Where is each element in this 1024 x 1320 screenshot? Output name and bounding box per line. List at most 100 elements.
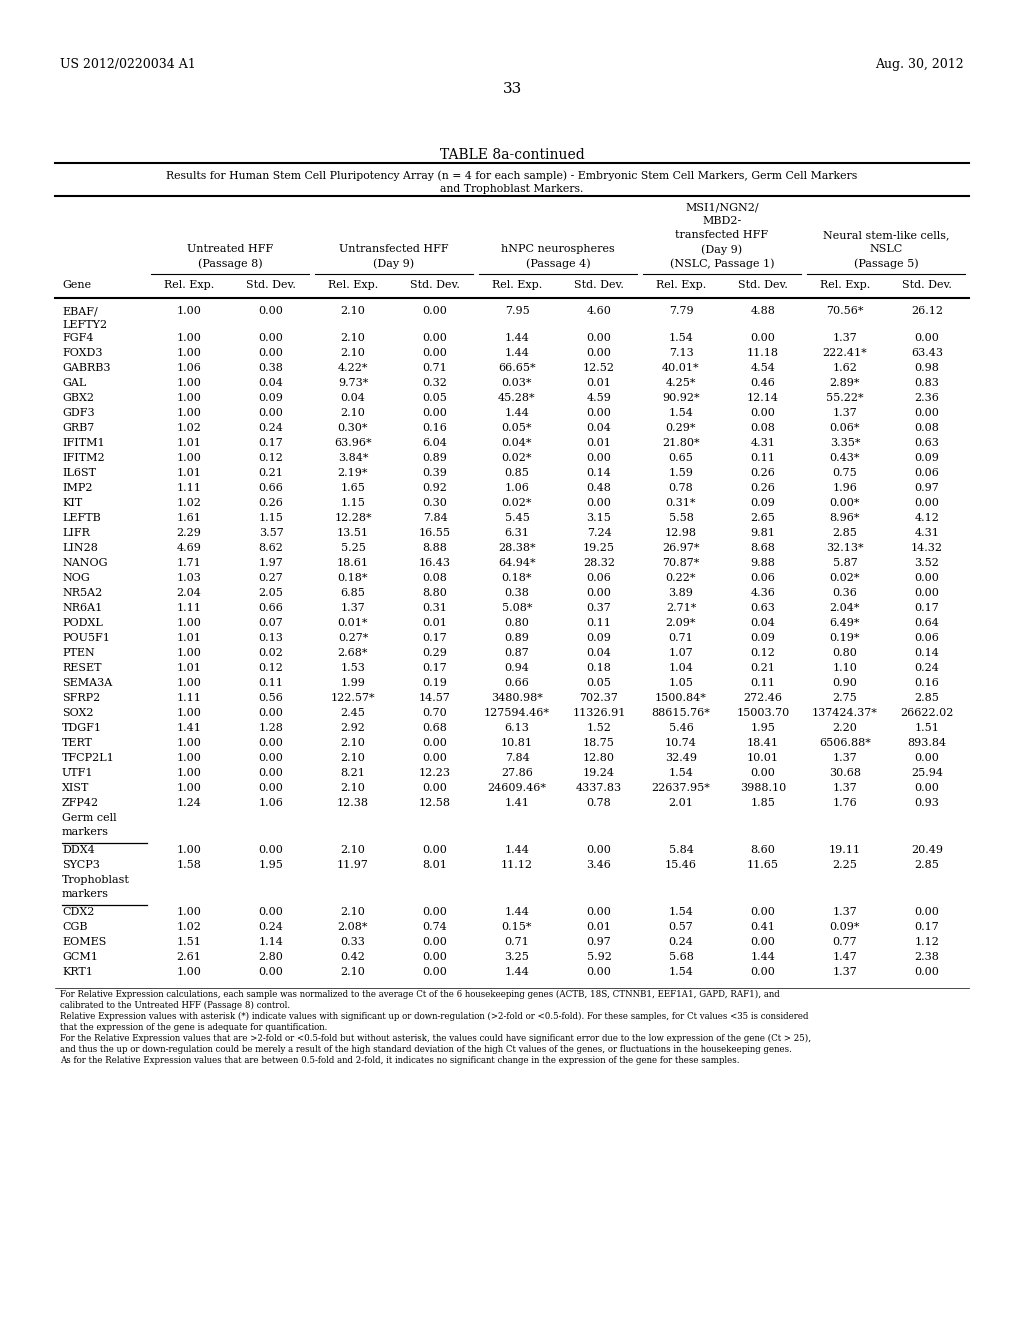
Text: 1.00: 1.00: [176, 907, 202, 917]
Text: (NSLC, Passage 1): (NSLC, Passage 1): [670, 257, 774, 268]
Text: 15003.70: 15003.70: [736, 708, 790, 718]
Text: (Passage 4): (Passage 4): [525, 257, 590, 268]
Text: 1.00: 1.00: [176, 968, 202, 977]
Text: 0.90: 0.90: [833, 678, 857, 688]
Text: 2.68*: 2.68*: [338, 648, 369, 657]
Text: 0.02*: 0.02*: [502, 453, 532, 463]
Text: 0.06: 0.06: [914, 469, 939, 478]
Text: 2.29: 2.29: [176, 528, 202, 539]
Text: 1.00: 1.00: [176, 306, 202, 315]
Text: 0.15*: 0.15*: [502, 921, 532, 932]
Text: Untransfected HFF: Untransfected HFF: [339, 244, 449, 253]
Text: 0.13: 0.13: [259, 634, 284, 643]
Text: 0.38: 0.38: [505, 587, 529, 598]
Text: 0.00: 0.00: [914, 408, 939, 418]
Text: 22637.95*: 22637.95*: [651, 783, 711, 793]
Text: 3480.98*: 3480.98*: [492, 693, 543, 704]
Text: 0.01*: 0.01*: [338, 618, 369, 628]
Text: 33: 33: [503, 82, 521, 96]
Text: 1.07: 1.07: [669, 648, 693, 657]
Text: 0.00: 0.00: [259, 408, 284, 418]
Text: 0.00: 0.00: [259, 907, 284, 917]
Text: 0.02*: 0.02*: [829, 573, 860, 583]
Text: 1.76: 1.76: [833, 799, 857, 808]
Text: 19.11: 19.11: [829, 845, 861, 855]
Text: 28.38*: 28.38*: [499, 543, 536, 553]
Text: 5.58: 5.58: [669, 513, 693, 523]
Text: 2.85: 2.85: [914, 693, 939, 704]
Text: TABLE 8a-continued: TABLE 8a-continued: [439, 148, 585, 162]
Text: 3.57: 3.57: [259, 528, 284, 539]
Text: 0.16: 0.16: [423, 422, 447, 433]
Text: 7.79: 7.79: [669, 306, 693, 315]
Text: 1.54: 1.54: [669, 333, 693, 343]
Text: Rel. Exp.: Rel. Exp.: [656, 280, 707, 290]
Text: KIT: KIT: [62, 498, 82, 508]
Text: UTF1: UTF1: [62, 768, 93, 777]
Text: Relative Expression values with asterisk (*) indicate values with significant up: Relative Expression values with asterisk…: [60, 1012, 809, 1022]
Text: DDX4: DDX4: [62, 845, 95, 855]
Text: GAL: GAL: [62, 378, 86, 388]
Text: 0.92: 0.92: [423, 483, 447, 492]
Text: 0.80: 0.80: [833, 648, 857, 657]
Text: 0.06: 0.06: [587, 573, 611, 583]
Text: 0.08: 0.08: [914, 422, 939, 433]
Text: 1.47: 1.47: [833, 952, 857, 962]
Text: 2.08*: 2.08*: [338, 921, 369, 932]
Text: 5.46: 5.46: [669, 723, 693, 733]
Text: 1.44: 1.44: [505, 968, 529, 977]
Text: NSLC: NSLC: [869, 244, 902, 253]
Text: 0.31: 0.31: [423, 603, 447, 612]
Text: 6.49*: 6.49*: [829, 618, 860, 628]
Text: 3.89: 3.89: [669, 587, 693, 598]
Text: 1.00: 1.00: [176, 393, 202, 403]
Text: 0.00: 0.00: [423, 783, 447, 793]
Text: 32.13*: 32.13*: [826, 543, 864, 553]
Text: IFITM1: IFITM1: [62, 438, 104, 447]
Text: 2.65: 2.65: [751, 513, 775, 523]
Text: Results for Human Stem Cell Pluripotency Array (n = 4 for each sample) - Embryon: Results for Human Stem Cell Pluripotency…: [166, 170, 858, 181]
Text: 1.01: 1.01: [176, 634, 202, 643]
Text: 1.24: 1.24: [176, 799, 202, 808]
Text: 5.45: 5.45: [505, 513, 529, 523]
Text: 0.12: 0.12: [259, 453, 284, 463]
Text: 0.18*: 0.18*: [338, 573, 369, 583]
Text: TERT: TERT: [62, 738, 93, 748]
Text: 18.75: 18.75: [583, 738, 615, 748]
Text: 15.46: 15.46: [665, 861, 697, 870]
Text: 0.30: 0.30: [423, 498, 447, 508]
Text: 70.87*: 70.87*: [663, 558, 699, 568]
Text: CGB: CGB: [62, 921, 87, 932]
Text: KRT1: KRT1: [62, 968, 93, 977]
Text: 8.21: 8.21: [341, 768, 366, 777]
Text: 3.52: 3.52: [914, 558, 939, 568]
Text: 0.04: 0.04: [751, 618, 775, 628]
Text: 1.62: 1.62: [833, 363, 857, 374]
Text: 1.54: 1.54: [669, 968, 693, 977]
Text: 0.32: 0.32: [423, 378, 447, 388]
Text: 0.38: 0.38: [259, 363, 284, 374]
Text: 4337.83: 4337.83: [575, 783, 622, 793]
Text: 40.01*: 40.01*: [663, 363, 699, 374]
Text: 0.12: 0.12: [751, 648, 775, 657]
Text: Std. Dev.: Std. Dev.: [574, 280, 624, 290]
Text: 1.51: 1.51: [176, 937, 202, 946]
Text: 0.66: 0.66: [259, 603, 284, 612]
Text: 3.46: 3.46: [587, 861, 611, 870]
Text: 0.00: 0.00: [423, 738, 447, 748]
Text: 1.85: 1.85: [751, 799, 775, 808]
Text: and Trophoblast Markers.: and Trophoblast Markers.: [440, 183, 584, 194]
Text: 0.77: 0.77: [833, 937, 857, 946]
Text: SFRP2: SFRP2: [62, 693, 100, 704]
Text: 0.06*: 0.06*: [829, 422, 860, 433]
Text: Aug. 30, 2012: Aug. 30, 2012: [876, 58, 964, 71]
Text: 0.70: 0.70: [423, 708, 447, 718]
Text: 2.04*: 2.04*: [829, 603, 860, 612]
Text: 1.11: 1.11: [176, 693, 202, 704]
Text: 0.00: 0.00: [423, 348, 447, 358]
Text: 8.62: 8.62: [259, 543, 284, 553]
Text: 1.95: 1.95: [751, 723, 775, 733]
Text: 2.75: 2.75: [833, 693, 857, 704]
Text: 4.59: 4.59: [587, 393, 611, 403]
Text: 0.09: 0.09: [914, 453, 939, 463]
